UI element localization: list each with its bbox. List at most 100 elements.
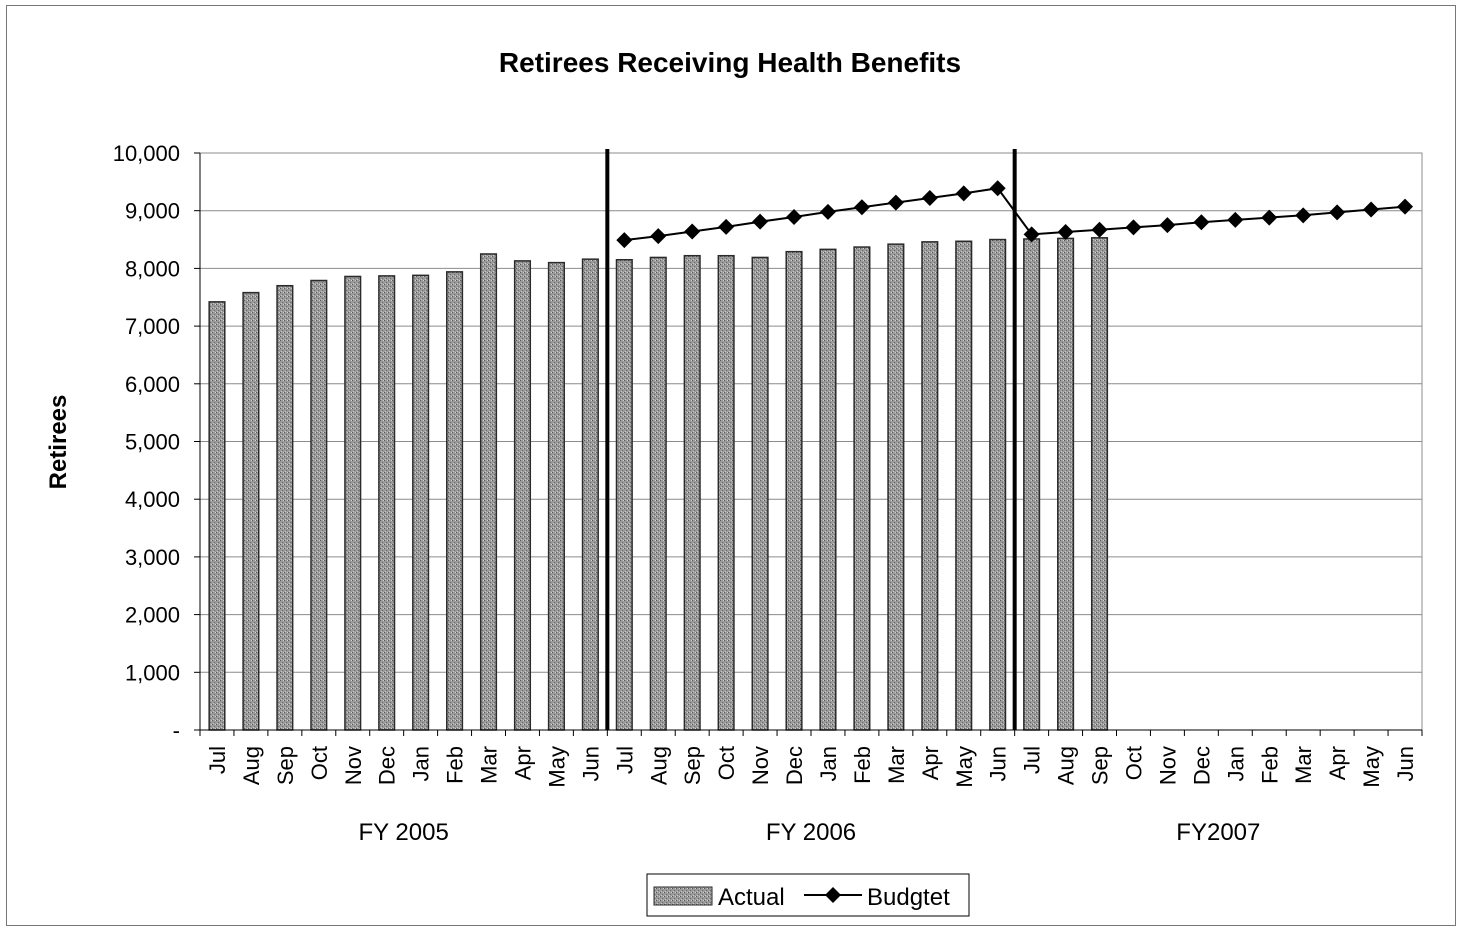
x-tick-label: Apr [918,746,943,780]
bar-actual [378,275,396,731]
y-axis: - 1,000 2,000 3,000 4,000 5,000 6,000 7,000 8,00… [113,141,201,743]
x-tick-label: Jul [1020,746,1045,774]
budget-marker [786,209,803,226]
bar-actual [1090,237,1109,731]
x-tick-label: Aug [646,746,671,785]
x-tick-label: Sep [273,746,298,785]
y-tick-label: 9,000 [125,199,180,224]
budget-marker [887,194,904,211]
x-tick-label: Jun [986,746,1011,781]
bar-actual [683,254,701,731]
budget-marker [684,223,701,240]
x-tick-label: Mar [884,746,909,784]
budget-marker [955,185,972,202]
bar-actual [242,291,260,731]
x-tick-label: Oct [1121,746,1146,780]
fiscal-year-label: FY 2006 [766,819,856,846]
x-tick-label: Nov [341,746,366,785]
budget-marker [1091,221,1108,238]
y-tick-label: - [173,718,180,743]
budget-marker [1159,217,1176,234]
bar-actual [513,260,532,731]
budget-marker [1295,207,1312,224]
x-tick-label: Apr [1325,746,1350,780]
budget-marker [616,232,633,249]
budget-marker [1057,224,1074,241]
y-tick-label: 7,000 [125,314,180,339]
y-tick-label: 3,000 [125,545,180,570]
bar-actual [208,301,226,731]
x-tick-label: Jul [205,746,230,774]
x-tick-label: Mar [477,746,502,784]
legend-budget-marker [825,887,841,903]
bar-actual [276,284,294,731]
y-tick-label: 6,000 [125,372,180,397]
legend-budget-label: Budgtet [867,884,950,911]
bar-actual [446,271,464,731]
y-tick-label: 8,000 [125,256,180,281]
x-axis: Jul Aug Sep Oct Nov Dec Jan Feb Mar Apr May Jun Jul A… [199,729,1423,788]
budget-marker [853,199,870,216]
x-tick-label: Jan [816,746,841,781]
budget-marker [921,190,938,207]
bar-actual [751,256,769,731]
x-tick-label: Sep [680,746,705,785]
bar-actual [887,243,905,731]
legend-actual-label: Actual [718,884,785,911]
bar-actual [1057,237,1075,731]
x-tick-label: Dec [782,746,807,785]
x-tick-label: Feb [1257,746,1282,784]
chart-title: Retirees Receiving Health Benefits [499,47,961,78]
fiscal-year-labels: FY 2005 FY 2006 FY2007 [359,819,1261,846]
budget-marker [718,218,735,235]
budget-marker [650,228,667,245]
budget-marker [819,203,836,220]
bar-actual [1023,238,1041,731]
y-tick-label: 4,000 [125,487,180,512]
x-tick-label: May [544,746,569,788]
line-series-budget [616,180,1414,249]
bar-actual [649,256,667,731]
x-tick-label: Jan [409,746,434,781]
bar-actual [344,275,362,731]
x-tick-label: Sep [1088,746,1113,785]
bar-actual [615,258,633,731]
x-tick-label: Jul [612,746,637,774]
bar-actual [717,254,735,731]
bar-actual [412,274,430,731]
x-tick-label: Mar [1291,746,1316,784]
fiscal-year-label: FY 2005 [359,819,449,846]
fiscal-year-label: FY2007 [1176,819,1260,846]
budget-marker [1125,219,1142,236]
bar-actual [955,240,973,731]
x-tick-label: Feb [850,746,875,784]
y-tick-label: 5,000 [125,430,180,455]
x-tick-label: Nov [748,746,773,785]
x-tick-label: Aug [239,746,264,785]
x-tick-label: Nov [1155,746,1180,785]
budget-marker [989,180,1006,197]
budget-marker [752,213,769,230]
budget-marker [1023,226,1040,243]
x-tick-label: Jun [1393,746,1418,781]
budget-marker [1193,214,1210,231]
x-tick-label: Feb [443,746,468,784]
bar-actual [921,241,939,731]
bar-series-actual [208,237,1109,731]
bar-actual [310,279,328,731]
x-tick-label: Apr [510,746,535,780]
y-tick-label: 2,000 [125,603,180,628]
x-tick-label: Aug [1054,746,1079,785]
budget-marker [1363,201,1380,218]
bar-actual [785,250,803,731]
x-tick-label: Jun [578,746,603,781]
x-tick-label: Dec [1189,746,1214,785]
y-tick-label: 1,000 [125,660,180,685]
bar-actual [819,248,837,731]
legend: Actual Budgtet [646,873,970,917]
x-tick-label: Oct [714,746,739,780]
x-tick-label: May [952,746,977,788]
fiscal-year-dividers [605,149,1017,730]
bar-actual [547,261,565,731]
